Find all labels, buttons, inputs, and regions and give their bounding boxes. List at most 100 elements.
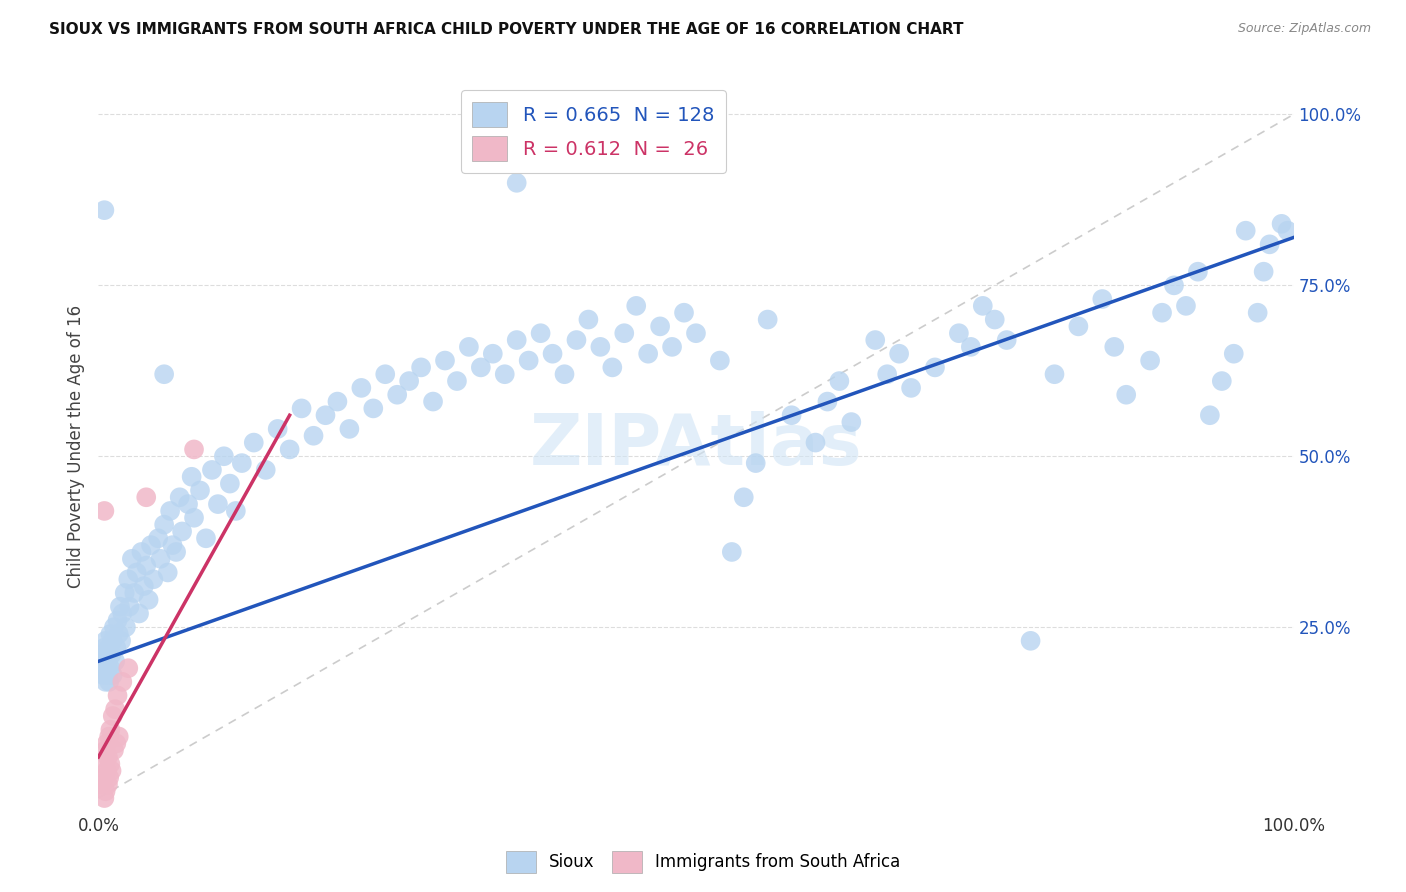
Point	[446, 374, 468, 388]
Point	[1104, 340, 1126, 354]
Point	[589, 340, 612, 354]
Point	[541, 347, 564, 361]
Point	[183, 510, 205, 524]
Point	[165, 545, 187, 559]
Point	[103, 743, 125, 757]
Point	[98, 730, 121, 744]
Point	[104, 654, 127, 668]
Point	[91, 668, 114, 682]
Point	[98, 627, 122, 641]
Point	[661, 340, 683, 354]
Point	[411, 360, 433, 375]
Point	[188, 483, 211, 498]
Point	[828, 374, 851, 388]
Point	[267, 422, 290, 436]
Point	[101, 633, 124, 648]
Point	[481, 347, 505, 361]
Point	[148, 531, 170, 545]
Point	[212, 449, 235, 463]
Point	[91, 777, 114, 791]
Legend: Sioux, Immigrants from South Africa: Sioux, Immigrants from South Africa	[499, 845, 907, 880]
Point	[673, 306, 696, 320]
Point	[96, 764, 118, 778]
Point	[111, 607, 134, 621]
Legend: R = 0.665  N = 128, R = 0.612  N =  26: R = 0.665 N = 128, R = 0.612 N = 26	[461, 90, 725, 173]
Point	[876, 368, 898, 382]
Point	[124, 586, 146, 600]
Point	[948, 326, 970, 341]
Point	[96, 736, 118, 750]
Point	[841, 415, 863, 429]
Point	[93, 504, 115, 518]
Point	[138, 592, 160, 607]
Point	[1067, 319, 1090, 334]
Point	[93, 203, 115, 218]
Point	[1247, 306, 1270, 320]
Point	[602, 360, 624, 375]
Point	[302, 429, 325, 443]
Point	[291, 401, 314, 416]
Point	[1163, 278, 1185, 293]
Point	[97, 750, 120, 764]
Point	[422, 394, 444, 409]
Point	[142, 572, 165, 586]
Point	[94, 784, 117, 798]
Point	[374, 368, 396, 382]
Point	[96, 648, 118, 662]
Point	[960, 340, 983, 354]
Point	[93, 654, 115, 668]
Point	[105, 640, 128, 655]
Point	[434, 353, 457, 368]
Point	[97, 668, 120, 682]
Point	[530, 326, 553, 341]
Point	[90, 661, 112, 675]
Point	[93, 791, 115, 805]
Point	[578, 312, 600, 326]
Point	[156, 566, 179, 580]
Point	[110, 633, 132, 648]
Point	[117, 572, 139, 586]
Point	[1019, 633, 1042, 648]
Point	[517, 353, 540, 368]
Point	[350, 381, 373, 395]
Point	[111, 674, 134, 689]
Point	[326, 394, 349, 409]
Point	[804, 435, 827, 450]
Point	[180, 469, 202, 483]
Point	[889, 347, 911, 361]
Point	[169, 490, 191, 504]
Point	[97, 654, 120, 668]
Point	[98, 640, 121, 655]
Point	[118, 599, 141, 614]
Point	[135, 558, 157, 573]
Point	[121, 551, 143, 566]
Point	[117, 661, 139, 675]
Point	[153, 517, 176, 532]
Point	[339, 422, 361, 436]
Point	[105, 736, 128, 750]
Point	[1139, 353, 1161, 368]
Point	[98, 674, 121, 689]
Point	[195, 531, 218, 545]
Point	[1211, 374, 1233, 388]
Point	[94, 633, 117, 648]
Point	[101, 709, 124, 723]
Point	[98, 661, 122, 675]
Point	[100, 764, 122, 778]
Text: Source: ZipAtlas.com: Source: ZipAtlas.com	[1237, 22, 1371, 36]
Point	[780, 409, 803, 423]
Point	[995, 333, 1018, 347]
Point	[900, 381, 922, 395]
Point	[114, 586, 136, 600]
Point	[385, 388, 409, 402]
Point	[315, 409, 337, 423]
Point	[865, 333, 887, 347]
Point	[201, 463, 224, 477]
Point	[153, 368, 176, 382]
Point	[94, 674, 117, 689]
Point	[1253, 265, 1275, 279]
Point	[139, 538, 162, 552]
Point	[745, 456, 768, 470]
Point	[107, 730, 129, 744]
Point	[135, 490, 157, 504]
